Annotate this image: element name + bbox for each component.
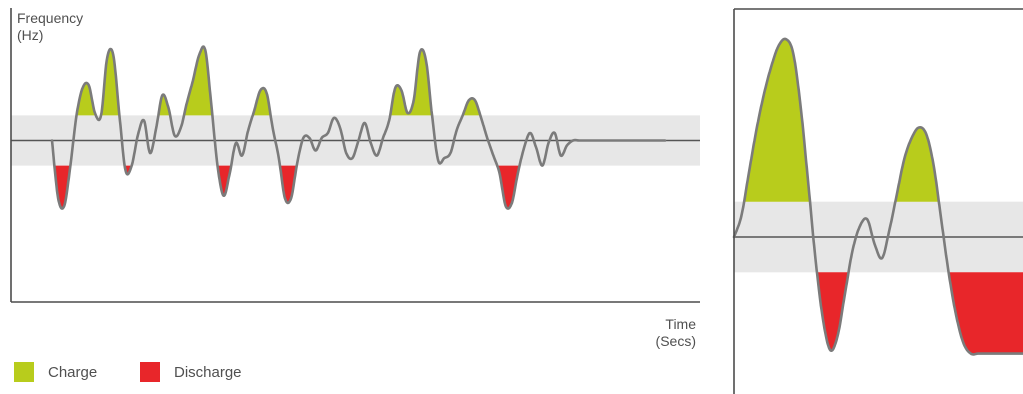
legend-item-discharge: Discharge xyxy=(140,362,242,382)
discharge-area-5 xyxy=(497,165,520,209)
charge-area-2 xyxy=(895,127,939,202)
main-frequency-chart xyxy=(10,8,700,303)
charge-swatch xyxy=(14,362,34,382)
x-axis-label: Time (Secs) xyxy=(655,316,696,349)
discharge-area-1 xyxy=(816,272,849,351)
zoomed-frequency-chart xyxy=(732,8,1023,394)
charge-area-2 xyxy=(101,49,120,116)
charge-area-6 xyxy=(390,49,433,116)
discharge-area-2 xyxy=(948,272,1023,355)
legend-label-charge: Charge xyxy=(48,363,98,381)
legend-label-discharge: Discharge xyxy=(174,363,242,381)
frequency-series-line xyxy=(50,45,667,210)
charge-area-4 xyxy=(184,46,213,116)
charge-area-1 xyxy=(76,82,96,116)
discharge-area-3 xyxy=(217,165,232,196)
charge-area-1 xyxy=(744,38,810,202)
discharge-swatch xyxy=(140,362,160,382)
legend-item-charge: Charge xyxy=(14,362,97,382)
frequency-series-line xyxy=(732,37,1023,356)
y-axis-label: Frequency (Hz) xyxy=(17,10,84,43)
